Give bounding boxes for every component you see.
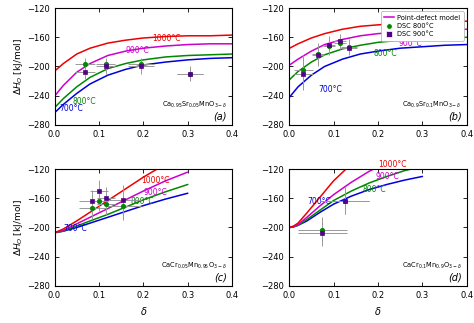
Text: (c): (c): [214, 272, 227, 282]
Text: 900°C: 900°C: [398, 39, 422, 48]
Text: 800°C: 800°C: [130, 197, 154, 206]
Text: 1000°C: 1000°C: [378, 160, 407, 169]
Text: 700°C: 700°C: [64, 224, 87, 234]
Text: (b): (b): [448, 111, 462, 121]
Text: 800°C: 800°C: [72, 97, 96, 106]
Legend: Point-defect model, DSC 800°C, DSC 900°C: Point-defect model, DSC 800°C, DSC 900°C: [381, 11, 464, 41]
Text: Ca$_{0.95}$Sr$_{0.05}$MnO$_{3-\delta}$: Ca$_{0.95}$Sr$_{0.05}$MnO$_{3-\delta}$: [162, 99, 227, 109]
Text: CaCr$_{0.1}$Mn$_{0.9}$O$_{3-\delta}$: CaCr$_{0.1}$Mn$_{0.9}$O$_{3-\delta}$: [402, 260, 462, 271]
Text: 800°C: 800°C: [363, 185, 386, 194]
X-axis label: $\delta$: $\delta$: [374, 305, 382, 317]
Text: 900°C: 900°C: [376, 172, 400, 181]
Text: Ca$_{0.9}$Sr$_{0.1}$MnO$_{3-\delta}$: Ca$_{0.9}$Sr$_{0.1}$MnO$_{3-\delta}$: [402, 99, 462, 109]
Text: 1000°C: 1000°C: [141, 176, 170, 184]
Text: 1000°C: 1000°C: [418, 29, 447, 38]
Text: 900°C: 900°C: [126, 46, 149, 55]
Text: 1000°C: 1000°C: [152, 34, 181, 43]
Y-axis label: $\Delta H_O$ [kJ/mol]: $\Delta H_O$ [kJ/mol]: [12, 199, 26, 256]
Text: 700°C: 700°C: [318, 85, 342, 94]
Text: (a): (a): [213, 111, 227, 121]
Text: (d): (d): [448, 272, 462, 282]
Text: 900°C: 900°C: [143, 188, 167, 197]
Text: 700°C: 700°C: [59, 104, 82, 113]
Text: 800°C: 800°C: [374, 49, 397, 58]
Text: CaCr$_{0.05}$Mn$_{0.95}$O$_{3-\delta}$: CaCr$_{0.05}$Mn$_{0.95}$O$_{3-\delta}$: [161, 260, 227, 271]
X-axis label: $\delta$: $\delta$: [140, 305, 147, 317]
Y-axis label: $\Delta H_O$ [kJ/mol]: $\Delta H_O$ [kJ/mol]: [12, 38, 26, 95]
Text: 700°C: 700°C: [307, 197, 331, 206]
